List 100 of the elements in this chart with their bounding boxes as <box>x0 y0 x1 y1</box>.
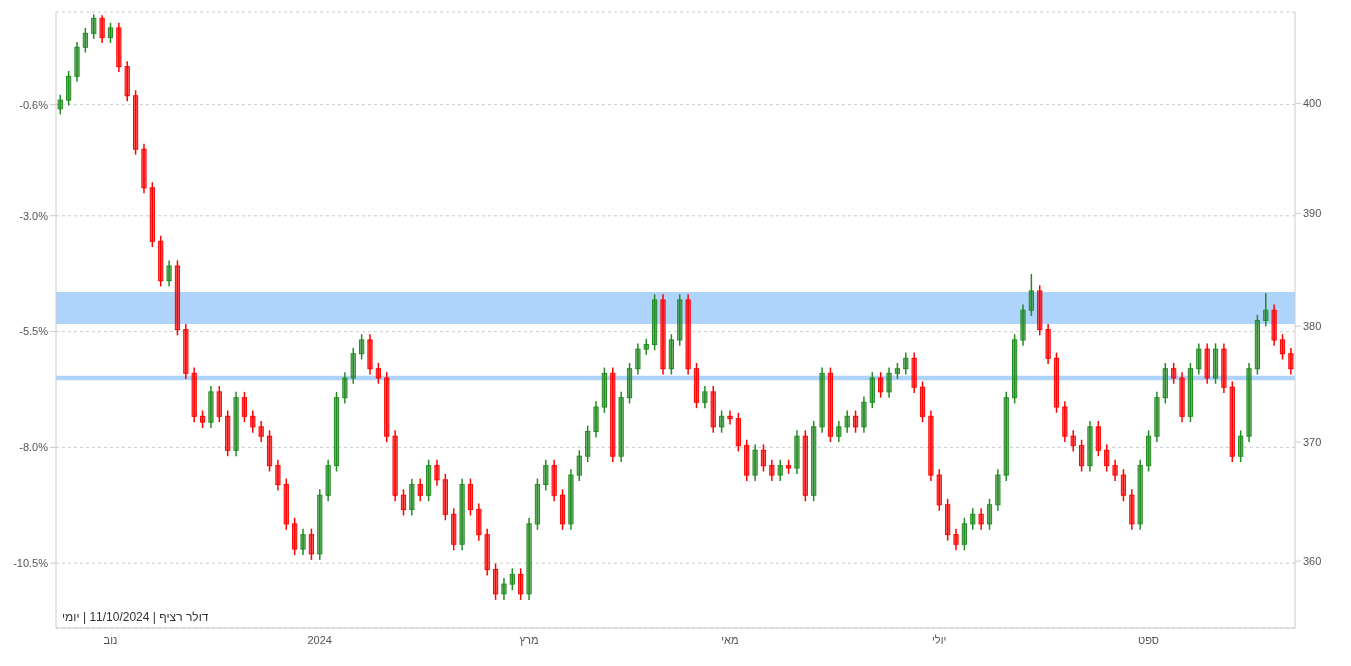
candlestick <box>1212 342 1219 385</box>
candlestick <box>434 458 440 487</box>
y2-tick-label: 390 <box>1303 207 1322 220</box>
y-tick-label: -0.6% <box>19 98 49 111</box>
candlestick <box>1028 273 1034 317</box>
y2-tick-label: 400 <box>1303 97 1322 110</box>
candlestick <box>668 333 674 376</box>
candlestick <box>183 323 189 380</box>
candlestick <box>1104 443 1110 473</box>
x-tick-label: יולי <box>932 633 947 646</box>
candlestick <box>534 477 541 531</box>
candlestick <box>191 366 197 423</box>
candlestick <box>752 443 758 482</box>
candlestick <box>484 527 490 577</box>
candlestick <box>886 366 892 399</box>
candlestick <box>417 477 423 502</box>
candlestick <box>66 70 72 107</box>
candlestick <box>241 391 248 423</box>
candlestick <box>317 488 323 561</box>
candlestick <box>233 391 239 457</box>
candlestick <box>1070 429 1076 453</box>
x-tick-label: מרץ <box>519 633 539 646</box>
candlestick <box>350 347 356 385</box>
candlestick <box>986 498 993 531</box>
candlestick <box>928 409 934 482</box>
candlestick <box>568 468 574 531</box>
candlestick <box>57 93 63 115</box>
candlestick <box>1053 351 1060 414</box>
candlestick <box>1162 362 1168 405</box>
candlestick <box>492 562 499 601</box>
candlestick <box>476 502 482 542</box>
candlestick <box>970 507 976 531</box>
candlestick <box>266 429 273 473</box>
candlestick <box>325 458 331 502</box>
candlestick <box>693 362 700 409</box>
candlestick <box>819 366 825 434</box>
candlestick <box>158 234 164 288</box>
candlestick <box>844 409 850 434</box>
candlestick <box>995 468 1001 512</box>
candlestick <box>719 409 725 434</box>
candlestick <box>953 527 959 552</box>
candlestick <box>116 21 122 73</box>
candlestick <box>300 527 306 556</box>
candlestick <box>308 527 314 561</box>
candlestick <box>1221 342 1227 394</box>
candlestick <box>685 293 691 376</box>
y-tick-label: -10.5% <box>13 557 49 570</box>
candlestick <box>99 14 105 44</box>
candlestick <box>836 420 842 443</box>
candlestick <box>509 567 515 591</box>
candlestick <box>250 409 256 434</box>
candlestick <box>551 458 557 502</box>
candlestick <box>911 351 917 394</box>
candlestick <box>576 449 582 482</box>
candlestick <box>727 409 733 426</box>
candlestick <box>91 13 97 40</box>
candlestick <box>400 488 407 517</box>
candlestick <box>936 468 942 512</box>
candlestick <box>827 366 834 443</box>
candlestick <box>359 333 365 361</box>
candlestick <box>660 293 666 376</box>
candlestick <box>610 366 616 463</box>
candlestick <box>769 458 775 482</box>
y2-tick-label: 380 <box>1303 320 1322 333</box>
candlestick <box>1271 303 1277 347</box>
candlestick <box>208 385 214 429</box>
candlestick <box>467 477 474 517</box>
candlestick <box>426 458 432 502</box>
candlestick <box>149 181 155 248</box>
candlestick <box>392 429 398 502</box>
candlestick <box>141 142 147 195</box>
candlestick <box>292 517 298 556</box>
candlestick <box>702 385 708 409</box>
candlestick <box>166 259 172 288</box>
candlestick <box>601 366 608 414</box>
candlestick <box>375 362 381 385</box>
candlestick <box>1145 429 1152 473</box>
candlestick <box>635 342 641 376</box>
candlestick <box>794 429 800 475</box>
y2-tick-label: 370 <box>1303 435 1322 448</box>
candlestick <box>1062 400 1068 443</box>
candlestick <box>1087 420 1093 473</box>
candlestick <box>919 380 926 423</box>
candlestick <box>1003 391 1009 482</box>
candlestick <box>258 420 264 443</box>
candlestick <box>342 371 348 405</box>
candlestick <box>124 60 130 102</box>
candlestick <box>652 293 658 352</box>
candlestick <box>1246 362 1252 443</box>
candlestick <box>1229 380 1235 463</box>
candlestick <box>1078 438 1085 473</box>
candlestick <box>442 473 448 522</box>
candlestick <box>1154 391 1160 443</box>
candlestick <box>367 333 373 376</box>
candlestick <box>1187 362 1194 423</box>
candlestick <box>1279 333 1286 361</box>
candlestick <box>225 409 231 457</box>
candlestick <box>283 477 289 531</box>
candlestick <box>107 21 114 44</box>
candlestick <box>1254 314 1260 376</box>
